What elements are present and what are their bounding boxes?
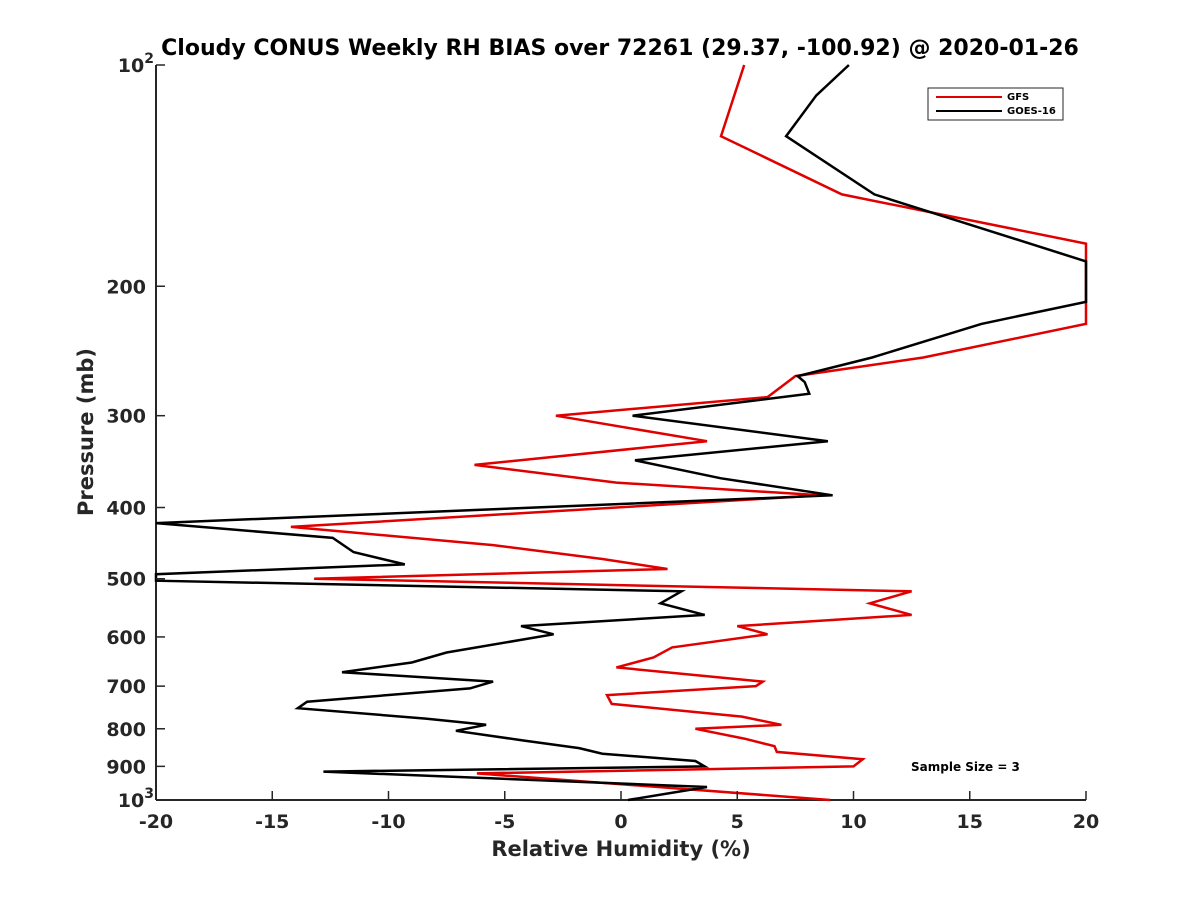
legend-box [927,87,1064,121]
series-line-goes16 [154,64,1088,802]
y-tick-label: 600 [106,627,146,649]
x-tick-label: -15 [255,811,289,833]
legend-label-goes16: GOES-16 [1007,106,1056,117]
chart-title: Cloudy CONUS Weekly RH BIAS over 72261 (… [161,36,1079,61]
x-ticks: -20 -15 -10 -5 0 5 10 15 20 [139,791,1099,833]
y-tick-label: 300 [106,406,146,428]
x-tick-label: -5 [494,811,515,833]
sample-size-annotation: Sample Size = 3 [911,760,1020,774]
y-tick-label: 700 [106,676,146,698]
y-ticks: 102 200 300 400 500 600 700 800 900 103 [106,51,165,812]
y-tick-label: 400 [106,498,146,520]
y-axis-label: Pressure (mb) [74,348,98,516]
x-tick-label: 10 [840,811,866,833]
x-tick-label: -10 [371,811,405,833]
y-tick-label: 103 [118,786,154,812]
series-line-gfs [290,64,1088,802]
plot-area: -20 -15 -10 -5 0 5 10 15 20 102 200 300 400 500 600 70… [106,51,1099,833]
x-tick-label: 5 [731,811,744,833]
x-tick-label: 20 [1073,811,1099,833]
y-tick-label: 200 [106,276,146,298]
series-layer [154,64,1088,802]
x-tick-label: -20 [139,811,173,833]
x-axis-label: Relative Humidity (%) [491,837,750,861]
legend-label-gfs: GFS [1007,92,1029,103]
y-tick-label: 102 [118,51,154,77]
x-tick-label: 0 [614,811,627,833]
y-tick-label: 500 [106,569,146,591]
x-tick-label: 15 [957,811,983,833]
y-tick-label: 900 [106,756,146,778]
y-tick-label: 800 [106,719,146,741]
legend: GFS GOES-16 [927,87,1064,121]
